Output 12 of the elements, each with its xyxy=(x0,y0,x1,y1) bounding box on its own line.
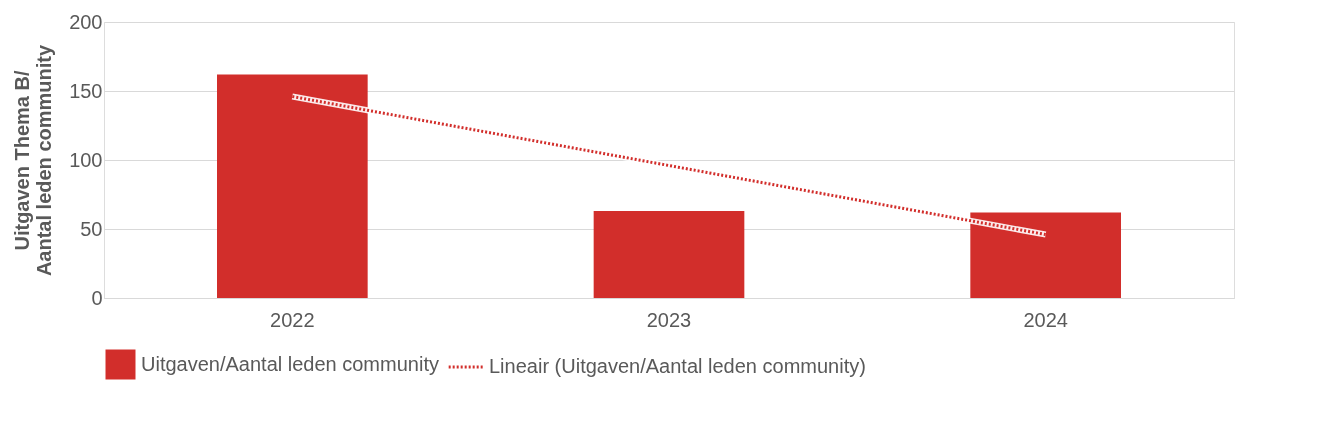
y-tick-label: 150 xyxy=(69,79,103,102)
legend-label: Lineair (Uitgaven/Aantal leden community) xyxy=(489,355,866,377)
x-tick-label: 2022 xyxy=(270,308,315,331)
y-axis-title: Uitgaven Thema B/ Aantal leden community xyxy=(11,44,56,277)
legend-label: Uitgaven/Aantal leden community xyxy=(141,352,439,375)
y-tick-label: 100 xyxy=(69,148,103,171)
bar xyxy=(593,211,745,298)
y-tick-label: 50 xyxy=(80,217,103,240)
y-tick-label: 0 xyxy=(91,286,103,309)
x-tick-label: 2024 xyxy=(1023,308,1068,331)
x-tick-label: 2023 xyxy=(646,308,692,331)
y-tick-label: 200 xyxy=(69,10,103,33)
